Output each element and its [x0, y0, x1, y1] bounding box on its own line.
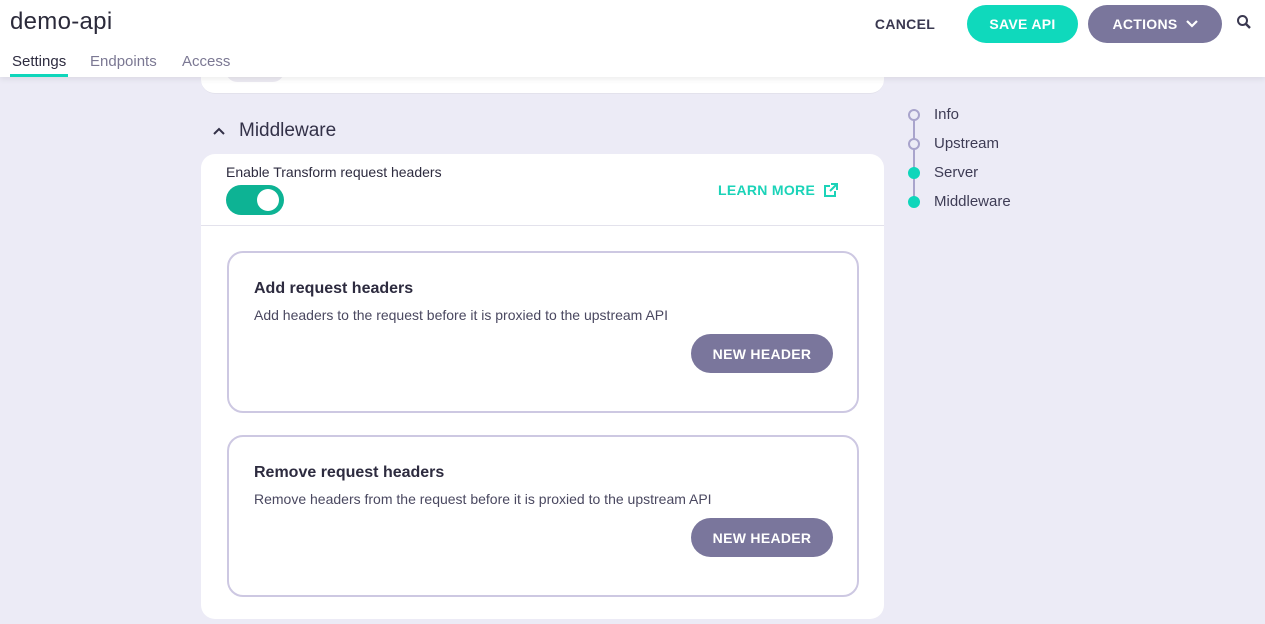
page-title: demo-api	[10, 8, 113, 35]
actions-label: ACTIONS	[1112, 16, 1178, 32]
nav-item-info[interactable]: Info	[908, 106, 959, 123]
nav-item-server[interactable]: Server	[908, 164, 978, 181]
new-header-button[interactable]: NEW HEADER	[691, 334, 833, 373]
add-headers-card: Add request headers Add headers to the r…	[227, 251, 859, 413]
card-title: Add request headers	[254, 280, 414, 297]
middleware-card: Enable Transform request headers LEARN M…	[201, 154, 884, 619]
section-title: Middleware	[239, 120, 337, 141]
tab-access[interactable]: Access	[182, 53, 231, 70]
section-header[interactable]: Middleware	[213, 120, 336, 142]
tab-endpoints[interactable]: Endpoints	[90, 53, 157, 70]
nav-label: Middleware	[934, 193, 1011, 210]
new-header-button[interactable]: NEW HEADER	[691, 518, 833, 557]
card-description: Add headers to the request before it is …	[254, 307, 669, 323]
chevron-up-icon[interactable]	[213, 127, 225, 135]
nav-label: Upstream	[934, 135, 1000, 152]
card-description: Remove headers from the request before i…	[254, 491, 712, 507]
learn-more-label: LEARN MORE	[718, 182, 816, 198]
remove-headers-card: Remove request headers Remove headers fr…	[227, 435, 859, 597]
nav-line	[913, 116, 915, 204]
nav-label: Info	[934, 106, 960, 123]
tab-settings[interactable]: Settings	[9, 53, 69, 77]
enable-label: Enable Transform request headers	[226, 164, 442, 180]
step-dot-icon	[908, 108, 920, 121]
cancel-button[interactable]: CANCEL	[866, 5, 944, 43]
step-dot-icon	[908, 166, 920, 179]
nav-item-upstream[interactable]: Upstream	[908, 135, 999, 152]
actions-button[interactable]: ACTIONS	[1088, 5, 1222, 43]
step-dot-icon	[908, 137, 920, 150]
enable-transform-toggle[interactable]	[226, 185, 284, 215]
search-icon[interactable]	[1236, 14, 1252, 30]
learn-more-link[interactable]: LEARN MORE	[718, 182, 839, 198]
nav-item-middleware[interactable]: Middleware	[908, 193, 1011, 210]
header: demo-api Settings Endpoints Access CANCE…	[0, 0, 1265, 77]
chevron-down-icon	[1185, 20, 1198, 28]
card-title: Remove request headers	[254, 464, 445, 481]
nav-label: Server	[934, 164, 979, 181]
save-api-button[interactable]: SAVE API	[967, 5, 1078, 43]
external-link-icon	[824, 182, 839, 197]
divider	[201, 225, 884, 226]
step-dot-icon	[908, 195, 920, 208]
